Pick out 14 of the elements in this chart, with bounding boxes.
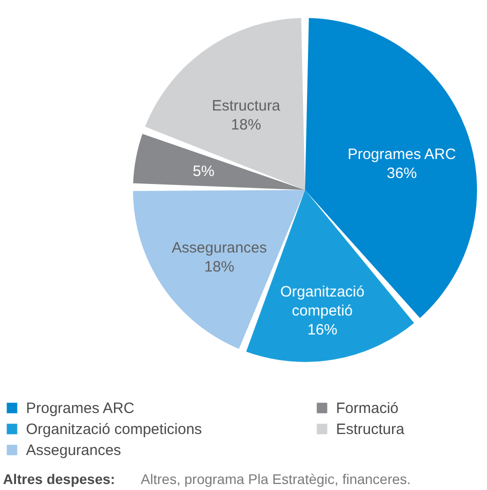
text: Altres despeses: <box>3 471 116 487</box>
legend-label: Estructura <box>336 421 406 438</box>
text: Altres, programa Pla Estratègic, financeres. <box>140 471 411 487</box>
data-label: Assegurances 18% <box>172 240 267 276</box>
legend-label: Programes ARC <box>26 400 135 417</box>
data-label: Programes ARC 36% <box>348 146 456 182</box>
data-label: 5% <box>192 162 214 180</box>
data-label: Organització competió 16% <box>280 284 364 339</box>
data-label: Estructura 18% <box>212 97 281 134</box>
pie-slice <box>145 18 305 190</box>
legend-label: Formació <box>336 400 399 417</box>
legend-label: Assegurances <box>26 442 122 459</box>
legend-label: Organització competicions <box>26 421 202 438</box>
pie-slice <box>133 134 305 190</box>
